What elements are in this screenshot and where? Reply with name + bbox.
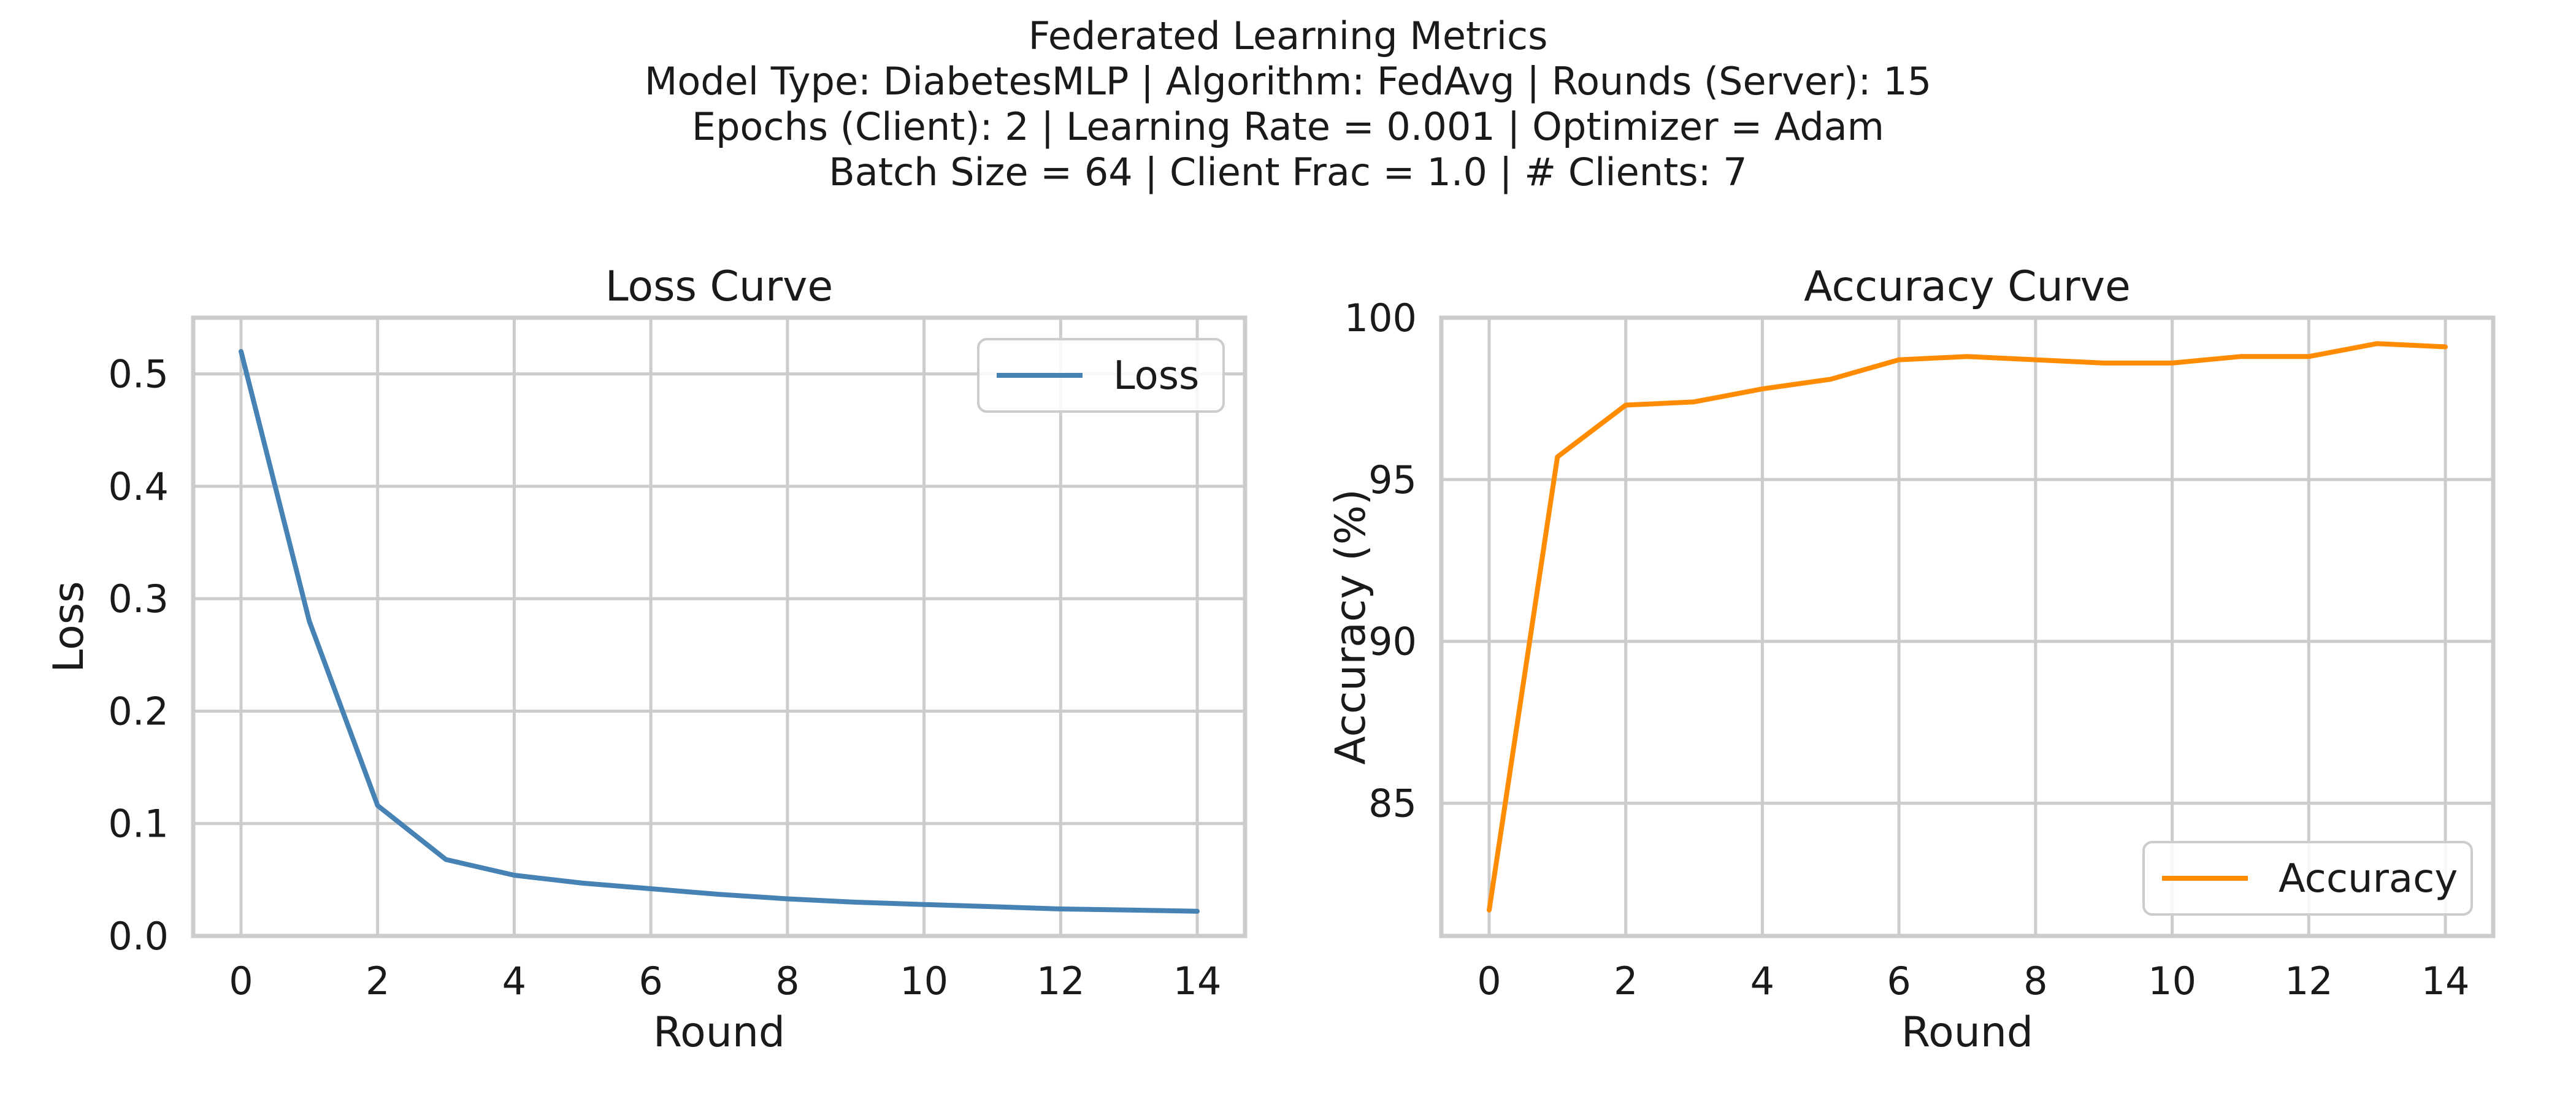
accuracy-y-axis-label: Accuracy (%) <box>1327 489 1375 765</box>
figure-subtitle-training: Epochs (Client): 2 | Learning Rate = 0.0… <box>691 104 1885 149</box>
accuracy-y-tick-label: 85 <box>1368 781 1417 826</box>
accuracy-x-tick-label: 8 <box>2023 959 2047 1003</box>
accuracy-y-tick-label: 100 <box>1344 296 1417 340</box>
loss-chart: 0 2 4 6 8 10 12 14 0.0 0.1 0.2 0.3 0.4 0.5 Loss Curve R… <box>45 263 1248 1057</box>
loss-x-tick-label: 12 <box>1037 959 1085 1003</box>
accuracy-series-line <box>1487 341 2448 913</box>
accuracy-x-tick-label: 14 <box>2421 959 2470 1003</box>
loss-legend: Loss <box>977 338 1225 413</box>
loss-x-tick-label: 2 <box>366 959 389 1003</box>
loss-x-axis-label: Round <box>653 1008 785 1057</box>
loss-legend-label: Loss <box>1113 353 1199 399</box>
loss-y-tick-label: 0.4 <box>108 464 169 509</box>
loss-legend-box <box>977 338 1225 413</box>
loss-series-line <box>239 349 1200 914</box>
accuracy-x-tick-label: 0 <box>1477 959 1501 1003</box>
loss-chart-title: Loss Curve <box>605 263 833 311</box>
accuracy-chart: 0 2 4 6 8 10 12 14 85 90 95 100 Accuracy Curve Round A… <box>1327 263 2496 1057</box>
loss-y-tick-label: 0.1 <box>108 802 169 846</box>
accuracy-x-tick-label: 12 <box>2285 959 2333 1003</box>
loss-x-tick-label: 0 <box>229 959 253 1003</box>
loss-x-tick-label: 10 <box>900 959 948 1003</box>
accuracy-y-tick-label: 90 <box>1368 619 1417 664</box>
accuracy-y-tick-label: 95 <box>1368 458 1417 502</box>
accuracy-x-tick-label: 2 <box>1614 959 1638 1003</box>
accuracy-legend-box <box>2142 841 2473 916</box>
figure-subtitle-clients: Batch Size = 64 | Client Frac = 1.0 | # … <box>829 150 1747 194</box>
loss-x-tick-label: 8 <box>775 959 799 1003</box>
loss-y-tick-label: 0.2 <box>108 689 169 734</box>
loss-x-tick-label: 4 <box>502 959 526 1003</box>
figure-subtitle-model: Model Type: DiabetesMLP | Algorithm: Fed… <box>644 59 1932 104</box>
accuracy-legend-label: Accuracy <box>2279 856 2458 902</box>
loss-y-axis-label: Loss <box>45 581 93 672</box>
accuracy-x-axis-label: Round <box>1901 1008 2033 1057</box>
loss-x-tick-label: 6 <box>638 959 662 1003</box>
loss-y-tick-label: 0.3 <box>108 577 169 621</box>
accuracy-x-tick-label: 6 <box>1887 959 1911 1003</box>
figure-title: Federated Learning Metrics <box>1028 13 1548 58</box>
accuracy-x-tick-label: 4 <box>1750 959 1774 1003</box>
loss-y-tick-label: 0.0 <box>108 914 169 959</box>
accuracy-chart-title: Accuracy Curve <box>1804 263 2131 311</box>
loss-axes-frame <box>191 315 1248 938</box>
accuracy-legend: Accuracy <box>2142 841 2473 916</box>
accuracy-axes-frame <box>1439 315 2496 938</box>
loss-x-tick-label: 14 <box>1173 959 1222 1003</box>
accuracy-x-tick-label: 10 <box>2148 959 2196 1003</box>
loss-y-tick-label: 0.5 <box>108 352 169 397</box>
